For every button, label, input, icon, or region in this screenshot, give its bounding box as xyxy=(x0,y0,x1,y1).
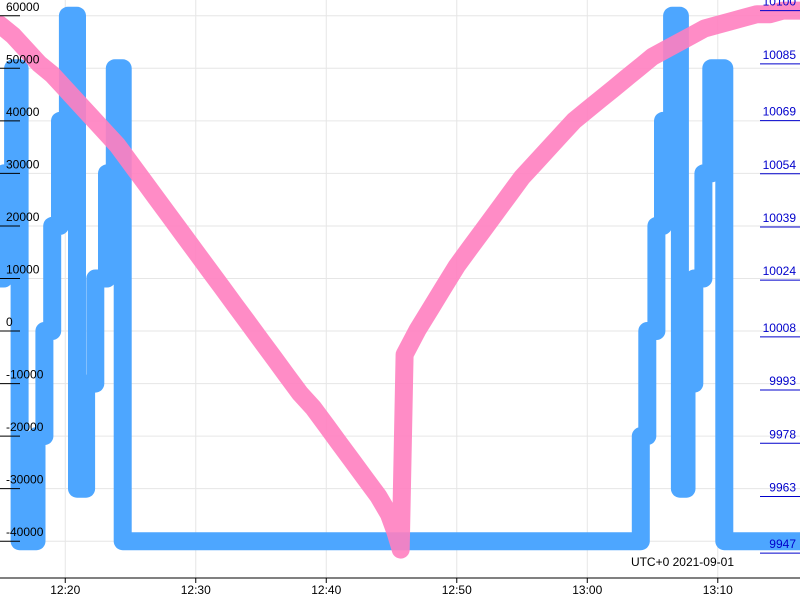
right-tick-label: 10069 xyxy=(763,105,797,119)
right-tick-label: 9993 xyxy=(769,374,796,388)
right-tick-label: 9947 xyxy=(769,537,796,551)
left-tick-label: -10000 xyxy=(6,368,44,382)
series-line-2 xyxy=(0,1,800,559)
right-tick-label: 9978 xyxy=(769,427,796,441)
chart-caption: UTC+0 2021-09-01 xyxy=(631,555,734,569)
left-tick-label: -20000 xyxy=(6,420,44,434)
right-tick-label: 10100 xyxy=(763,0,797,9)
x-tick-label: 12:20 xyxy=(50,583,80,597)
left-tick-label: -30000 xyxy=(6,473,44,487)
left-tick-label: 60000 xyxy=(6,0,40,14)
series-line-1 xyxy=(0,6,800,551)
x-tick-label: 13:00 xyxy=(572,583,602,597)
left-tick-label: 40000 xyxy=(6,105,40,119)
right-tick-label: 9963 xyxy=(769,480,796,494)
right-tick-label: 10008 xyxy=(763,321,797,335)
right-tick-label: 10085 xyxy=(763,48,797,62)
x-tick-label: 13:10 xyxy=(703,583,733,597)
left-tick-label: 10000 xyxy=(6,262,40,276)
x-tick-label: 12:50 xyxy=(442,583,472,597)
left-tick-label: 50000 xyxy=(6,52,40,66)
x-tick-label: 12:30 xyxy=(181,583,211,597)
left-tick-label: 20000 xyxy=(6,210,40,224)
right-tick-label: 10054 xyxy=(763,158,797,172)
x-tick-label: 12:40 xyxy=(311,583,341,597)
left-tick-label: -40000 xyxy=(6,525,44,539)
left-tick-label: 30000 xyxy=(6,157,40,171)
right-tick-label: 10024 xyxy=(763,264,797,278)
left-tick-label: 0 xyxy=(6,315,13,329)
series-layer xyxy=(0,1,800,559)
right-tick-label: 10039 xyxy=(763,211,797,225)
